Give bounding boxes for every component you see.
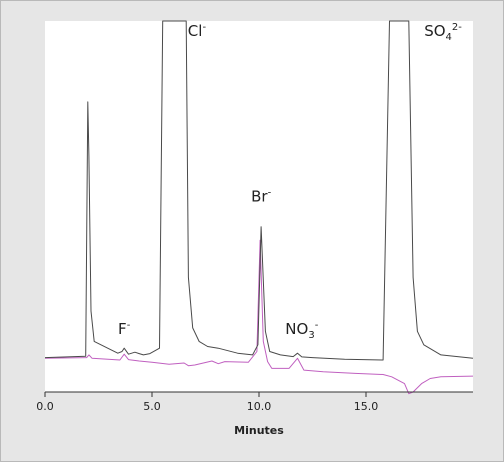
peak-label-ion: F	[118, 320, 127, 338]
peak-label: Br-	[251, 187, 271, 205]
peak-label-charge: -	[127, 320, 131, 331]
peak-label-ion: SO	[424, 22, 445, 40]
x-tick-layer: 0.0 5.0 10.0 15.0	[36, 392, 378, 413]
peak-label-subscript: 3	[308, 330, 314, 341]
x-tick-label: 0.0	[36, 400, 54, 413]
peak-label: NO3-	[285, 320, 318, 341]
x-axis-title: Minutes	[234, 424, 284, 437]
peak-label-layer: F-Cl-Br-NO3-SO42-	[118, 22, 462, 341]
series-line-2	[44, 239, 474, 395]
x-tick-label: 10.0	[247, 400, 272, 413]
series-layer	[44, 20, 474, 395]
peak-label: Cl-	[188, 22, 207, 40]
x-tick-label: 15.0	[354, 400, 379, 413]
peak-label-subscript: 4	[446, 32, 452, 43]
peak-label: SO42-	[424, 22, 462, 43]
x-tick-label: 5.0	[143, 400, 161, 413]
peak-label-ion: Br	[251, 187, 268, 205]
series-line-1	[44, 20, 474, 361]
peak-label-charge: 2-	[452, 22, 462, 33]
peak-label-ion: NO	[285, 320, 308, 338]
plot-area	[45, 21, 473, 392]
peak-label-charge: -	[202, 22, 206, 33]
peak-label-charge: -	[315, 320, 319, 331]
peak-label: F-	[118, 320, 131, 338]
peak-label-ion: Cl	[188, 22, 203, 40]
peak-label-charge: -	[268, 187, 272, 198]
